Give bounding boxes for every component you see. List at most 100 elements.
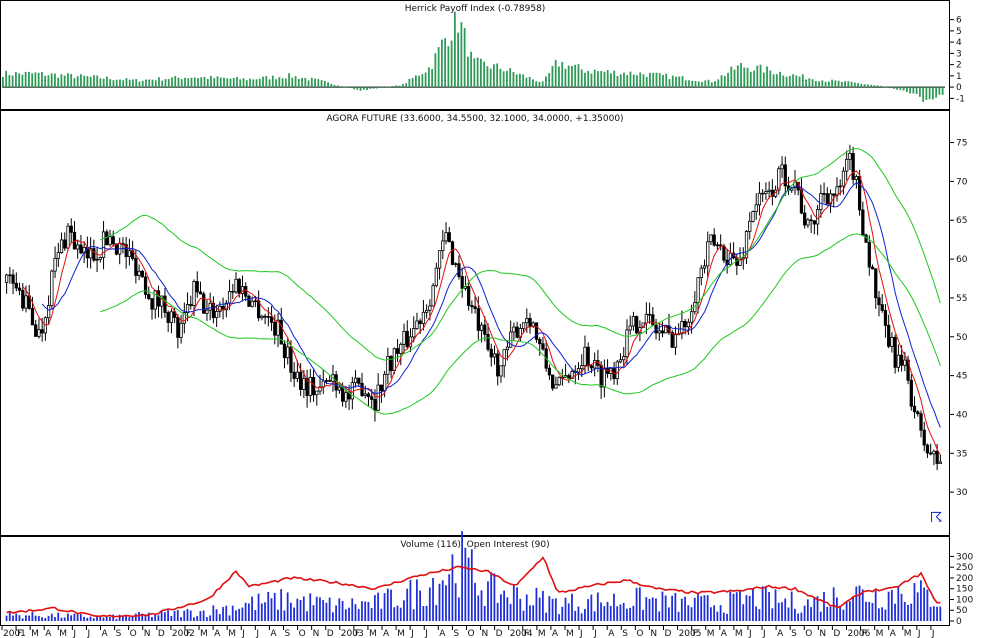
price-candle	[489, 348, 493, 358]
herrick-bar	[109, 79, 112, 88]
x-tick-label: J	[72, 629, 76, 638]
herrick-bar	[411, 78, 414, 88]
herrick-bars	[2, 11, 945, 102]
volume-bar	[861, 589, 864, 621]
volume-bar	[270, 598, 273, 621]
herrick-bar	[652, 72, 655, 88]
herrick-bar	[675, 76, 677, 88]
volume-bar	[506, 597, 509, 621]
herrick-bar	[294, 76, 297, 88]
x-tick-label: J	[748, 629, 752, 638]
volume-bar	[532, 605, 535, 621]
herrick-bar	[200, 77, 203, 88]
volume-bar	[63, 617, 66, 621]
volume-bar	[415, 579, 418, 621]
price-candle	[328, 380, 332, 382]
price-candle	[160, 295, 164, 307]
herrick-bar	[873, 85, 876, 88]
price-candle	[169, 311, 174, 323]
price-candle	[757, 192, 762, 206]
price-candle	[686, 321, 691, 328]
herrick-bar	[151, 79, 154, 88]
volume-bar	[848, 601, 851, 621]
x-tick-label: N	[650, 629, 657, 638]
volume-bar	[121, 615, 124, 621]
herrick-bar	[405, 83, 407, 88]
volume-bar	[367, 601, 370, 621]
volume-bar	[677, 611, 680, 621]
price-candles	[4, 144, 943, 471]
price-candle	[496, 353, 500, 377]
price-candle	[893, 336, 897, 368]
herrick-bar	[909, 87, 912, 94]
x-tick-label: A	[383, 629, 390, 638]
volume-bar	[651, 597, 654, 621]
volume-bar	[477, 595, 480, 621]
price-candle	[418, 320, 422, 324]
volume-bar	[348, 607, 350, 621]
herrick-bar	[701, 81, 703, 88]
herrick-bar	[935, 87, 938, 98]
price-candle	[76, 244, 80, 250]
price-candle	[777, 168, 781, 191]
volume-bar	[312, 605, 315, 621]
volume-bar	[784, 598, 787, 621]
herrick-bar	[353, 87, 355, 90]
moving-average-lines	[22, 147, 941, 456]
upper-envelope-line	[100, 147, 941, 361]
price-candle	[919, 413, 923, 431]
herrick-bar	[421, 74, 424, 88]
volume-bar	[393, 607, 396, 621]
price-candle	[324, 380, 329, 382]
volume-bar	[289, 602, 292, 621]
herrick-bar	[346, 87, 349, 88]
price-candle	[557, 376, 561, 386]
volume-bar	[813, 597, 816, 621]
volume-bar	[529, 605, 531, 621]
price-candle	[806, 219, 810, 226]
volume-bar	[461, 531, 463, 621]
price-candle	[127, 250, 132, 258]
volume-bar	[664, 595, 667, 621]
volume-bar	[852, 596, 854, 621]
volume-bar	[551, 598, 554, 621]
price-candle	[237, 278, 241, 294]
price-candle	[625, 329, 629, 357]
herrick-bar	[115, 79, 118, 88]
x-tick-label: A	[552, 629, 559, 638]
herrick-bar	[83, 75, 86, 88]
price-candle	[227, 291, 232, 304]
herrick-bar	[499, 68, 502, 88]
herrick-bar	[356, 87, 359, 90]
volume-bar	[800, 612, 803, 621]
price-candle	[299, 371, 303, 390]
herrick-bar	[431, 68, 434, 88]
volume-bar	[173, 610, 176, 621]
volume-bar	[580, 613, 583, 621]
volume-bar	[163, 612, 166, 621]
volume-y-tick-label: 300	[956, 552, 973, 562]
herrick-bar	[388, 86, 391, 88]
herrick-bar	[24, 71, 27, 88]
volume-bar	[810, 607, 812, 621]
price-candle	[79, 244, 83, 254]
volume-bar	[251, 596, 253, 621]
herrick-bar	[28, 71, 30, 88]
price-candle	[861, 209, 865, 236]
herrick-bar	[171, 77, 173, 88]
price-candle	[531, 322, 535, 327]
volume-bar	[865, 601, 867, 621]
volume-bar	[247, 603, 250, 621]
price-candle	[473, 306, 477, 309]
herrick-bar	[727, 72, 729, 88]
price-candle	[153, 290, 157, 310]
herrick-bar	[876, 85, 879, 88]
volume-bar	[642, 609, 644, 621]
herrick-bar	[645, 76, 648, 88]
x-tick-label: 2003	[341, 629, 364, 638]
herrick-bar	[145, 79, 147, 88]
price-candle	[88, 248, 93, 259]
lower-envelope-line	[100, 233, 941, 415]
volume-bar	[57, 612, 60, 621]
price-candle	[295, 371, 300, 379]
